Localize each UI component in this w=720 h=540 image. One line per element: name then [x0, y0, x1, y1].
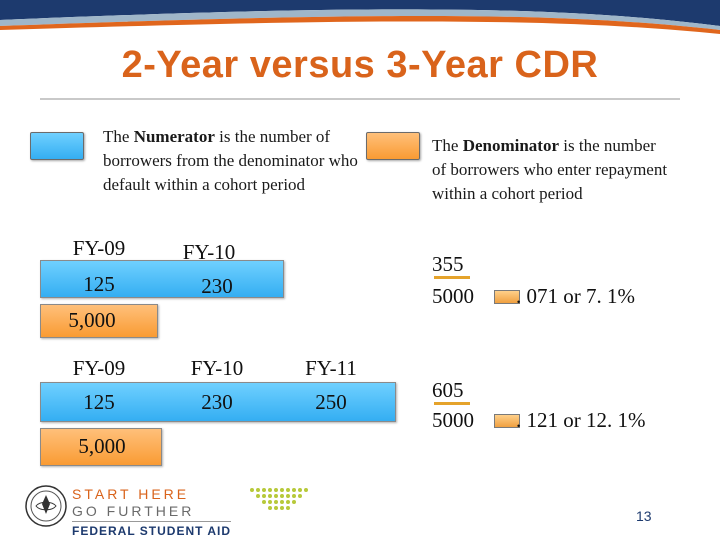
logo-line-start-here: START HERE: [72, 486, 190, 502]
title-divider: [40, 98, 680, 100]
three-year-result: . 121 or 12. 1%: [516, 408, 646, 432]
logo-dots-icon: [248, 486, 310, 521]
three-year-fraction-top: 605: [432, 378, 464, 402]
denominator-description: The Denominator is the number of borrowe…: [432, 136, 668, 203]
two-year-fy10-value: 230: [201, 274, 233, 298]
two-year-equals-icon: [494, 290, 520, 304]
three-year-fy09-value: 125: [83, 390, 115, 414]
page-title: 2-Year versus 3-Year CDR: [121, 44, 599, 86]
two-year-fy09-value: 125: [83, 272, 115, 296]
three-year-fy09-label: FY-09: [72, 356, 126, 380]
two-year-fraction-line: [434, 276, 470, 279]
denominator-legend-swatch: [366, 132, 420, 160]
two-year-fy10-label: FY-10: [182, 240, 236, 264]
numerator-legend-swatch: [30, 132, 84, 160]
numerator-term: Numerator: [133, 127, 215, 146]
two-year-fy09-label: FY-09: [72, 236, 126, 260]
three-year-fy10-label: FY-10: [190, 356, 244, 380]
two-year-numerator-bar: [40, 260, 284, 298]
two-year-result: . 071 or 7. 1%: [516, 284, 635, 308]
three-year-denominator-value: 5,000: [78, 434, 126, 458]
header-band: [0, 0, 720, 40]
three-year-fy10-value: 230: [201, 390, 233, 414]
fsa-logo: START HERE GO FURTHER FEDERAL STUDENT AI…: [72, 486, 308, 538]
page-number: 13: [636, 508, 652, 524]
three-year-denominator-bar: [40, 428, 162, 466]
three-year-fraction-line: [434, 402, 470, 405]
two-year-denominator-bar: [40, 304, 158, 338]
logo-line-federal-student-aid: FEDERAL STUDENT AID: [72, 521, 232, 538]
department-seal-icon: [24, 484, 68, 533]
three-year-fy11-value: 250: [315, 390, 347, 414]
two-year-fraction-top: 355: [432, 252, 464, 276]
numerator-description: The Numerator is the number of borrowers…: [103, 127, 358, 194]
denominator-term: Denominator: [462, 136, 560, 155]
two-year-denominator-value: 5,000: [68, 308, 116, 332]
three-year-numerator-bar: [40, 382, 396, 422]
logo-line-go-further: GO FURTHER: [72, 503, 195, 519]
two-year-fraction-bottom: 5000: [432, 284, 474, 308]
three-year-fraction-bottom: 5000: [432, 408, 474, 432]
three-year-fy11-label: FY-11: [305, 356, 357, 380]
three-year-equals-icon: [494, 414, 520, 428]
